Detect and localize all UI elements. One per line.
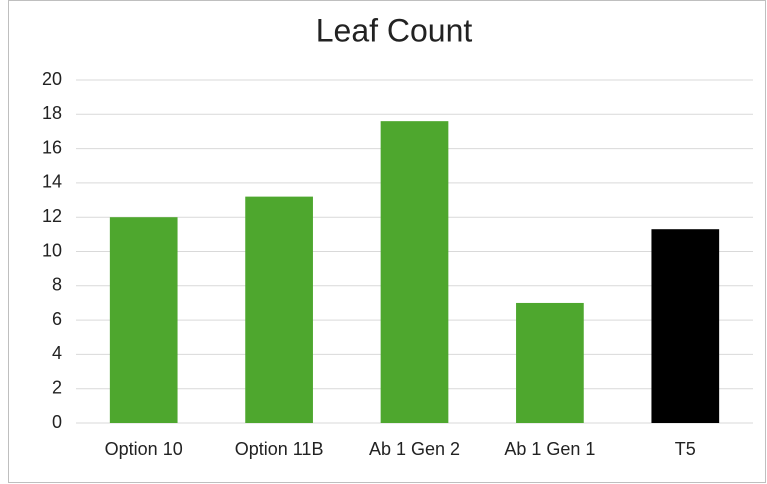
x-tick-label: Ab 1 Gen 2 (369, 439, 460, 459)
bar (380, 121, 449, 423)
x-tick-label: T5 (675, 439, 696, 459)
bar (651, 229, 720, 423)
x-tick-label: Ab 1 Gen 1 (504, 439, 595, 459)
y-tick-label: 2 (52, 377, 62, 397)
bar (516, 302, 584, 423)
y-tick-label: 10 (42, 240, 62, 260)
y-tick-label: 18 (42, 103, 62, 123)
y-tick-label: 12 (42, 206, 62, 226)
y-tick-label: 8 (52, 275, 62, 295)
y-tick-label: 6 (52, 309, 62, 329)
chart-title: Leaf Count (316, 12, 473, 48)
y-tick-label: 0 (52, 412, 62, 432)
y-tick-label: 20 (42, 69, 62, 89)
bar (245, 196, 313, 423)
bar (109, 217, 178, 423)
y-tick-label: 14 (42, 172, 62, 192)
x-tick-label: Option 10 (105, 439, 183, 459)
x-tick-label: Option 11B (235, 439, 324, 459)
y-tick-label: 16 (42, 137, 62, 157)
y-tick-label: 4 (52, 343, 62, 363)
